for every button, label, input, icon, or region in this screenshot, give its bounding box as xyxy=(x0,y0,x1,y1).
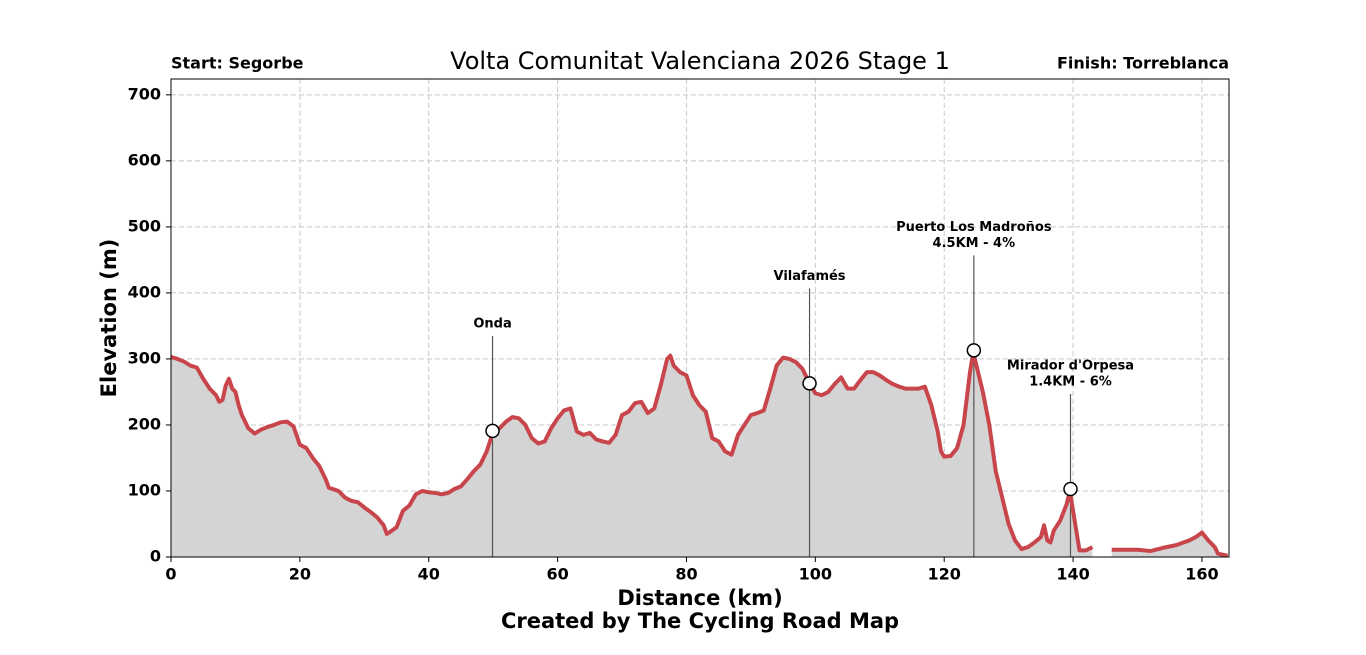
climb-marker xyxy=(1063,481,1078,497)
y-tick-label: 0 xyxy=(150,547,161,566)
x-axis-label: Distance (km) xyxy=(617,586,782,610)
x-tick-label: 100 xyxy=(799,565,832,584)
plot-frame xyxy=(170,78,1230,558)
y-tick-label: 600 xyxy=(128,150,161,169)
climb-marker xyxy=(485,423,500,439)
y-tick-label: 500 xyxy=(128,216,161,235)
x-tick-label: 0 xyxy=(165,565,176,584)
chart-title: Volta Comunitat Valenciana 2026 Stage 1 xyxy=(450,47,950,75)
y-tick-label: 300 xyxy=(128,348,161,367)
elevation-area xyxy=(171,352,1093,557)
annotation-label: Onda xyxy=(473,316,511,331)
annotation-label: 4.5KM - 4% xyxy=(933,236,1016,251)
annotation-label: Puerto Los Madroños xyxy=(896,220,1052,235)
elevation-line xyxy=(170,350,1094,553)
start-label: Start: Segorbe xyxy=(171,54,304,73)
y-axis-label: Elevation (m) xyxy=(97,239,121,398)
x-tick-label: 120 xyxy=(928,565,961,584)
x-tick-label: 60 xyxy=(546,565,568,584)
x-tick-label: 160 xyxy=(1185,565,1218,584)
credit: Created by The Cycling Road Map xyxy=(501,609,899,633)
y-tick-label: 400 xyxy=(128,282,161,301)
y-tick-label: 700 xyxy=(128,84,161,103)
x-tick-label: 80 xyxy=(675,565,697,584)
annotation-label: 1.4KM - 6% xyxy=(1029,374,1112,389)
x-tick-label: 20 xyxy=(289,565,311,584)
climb-marker xyxy=(966,343,982,358)
x-tick-label: 40 xyxy=(418,565,440,584)
finish-label: Finish: Torreblanca xyxy=(1057,54,1229,73)
elevation-line xyxy=(1111,530,1229,558)
y-tick-label: 200 xyxy=(128,414,161,433)
annotation-label: Mirador d'Orpesa xyxy=(1007,358,1134,373)
x-tick-label: 140 xyxy=(1056,565,1089,584)
y-tick-label: 100 xyxy=(128,480,161,499)
climb-marker xyxy=(802,376,817,391)
annotation-label: Vilafamés xyxy=(774,269,846,284)
